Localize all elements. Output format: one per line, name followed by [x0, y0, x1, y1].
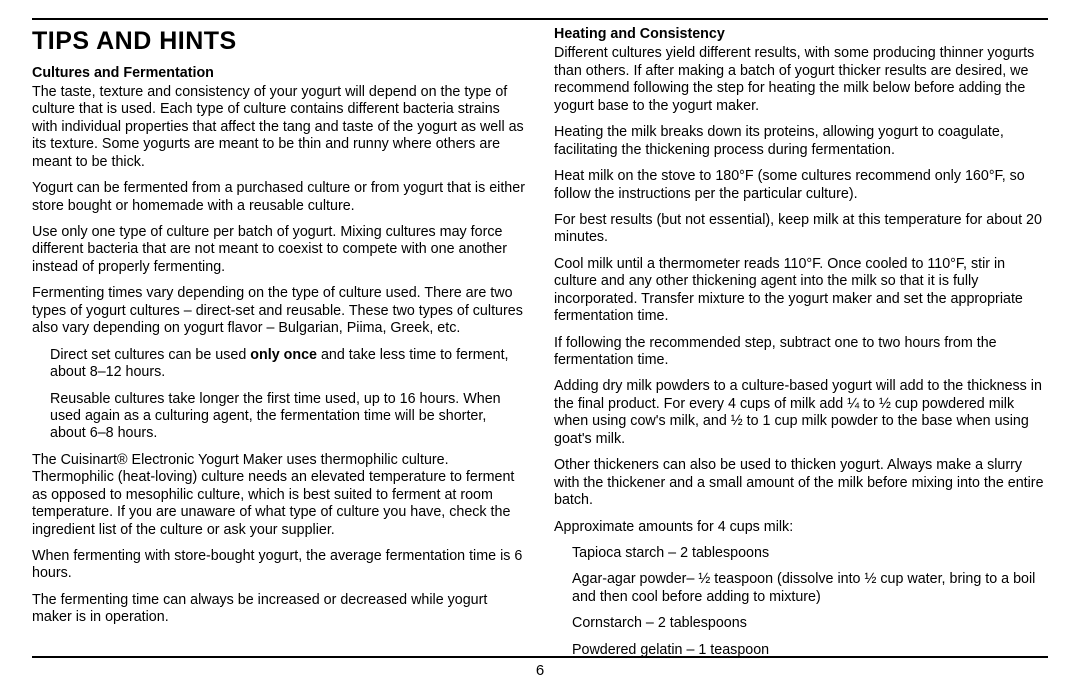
para: Reusable cultures take longer the first … — [50, 391, 526, 443]
para: The taste, texture and consistency of yo… — [32, 84, 526, 171]
bold-text: only once — [250, 347, 317, 363]
subhead-heating: Heating and Consistency — [554, 26, 1048, 43]
para: Yogurt can be fermented from a purchased… — [32, 180, 526, 215]
right-column: Heating and Consistency Different cultur… — [554, 26, 1048, 648]
page-number: 6 — [32, 662, 1048, 679]
list-item: Cornstarch – 2 tablespoons — [572, 615, 1048, 632]
para: Direct set cultures can be used only onc… — [50, 347, 526, 382]
para: Cool milk until a thermometer reads 110°… — [554, 256, 1048, 326]
para: Other thickeners can also be used to thi… — [554, 457, 1048, 509]
para: The fermenting time can always be increa… — [32, 592, 526, 627]
list-item: Tapioca starch – 2 tablespoons — [572, 545, 1048, 562]
para: If following the recommended step, subtr… — [554, 335, 1048, 370]
text: Direct set cultures can be used — [50, 347, 250, 363]
para: Use only one type of culture per batch o… — [32, 224, 526, 276]
para: Approximate amounts for 4 cups milk: — [554, 519, 1048, 536]
thickener-list: Tapioca starch – 2 tablespoons Agar-agar… — [554, 545, 1048, 659]
left-column: Tips And Hints Cultures and Fermentation… — [32, 26, 526, 648]
para: Different cultures yield different resul… — [554, 45, 1048, 115]
para: When fermenting with store-bought yogurt… — [32, 548, 526, 583]
list-item: Agar-agar powder– ½ teaspoon (dissolve i… — [572, 571, 1048, 606]
subhead-cultures: Cultures and Fermentation — [32, 65, 526, 82]
para: For best results (but not essential), ke… — [554, 212, 1048, 247]
indent-block: Direct set cultures can be used only onc… — [32, 347, 526, 443]
para: Fermenting times vary depending on the t… — [32, 285, 526, 337]
para: Heating the milk breaks down its protein… — [554, 124, 1048, 159]
para: The Cuisinart® Electronic Yogurt Maker u… — [32, 452, 526, 539]
page-title: Tips And Hints — [32, 26, 526, 57]
list-item: Powdered gelatin – 1 teaspoon — [572, 642, 1048, 659]
page-content: Tips And Hints Cultures and Fermentation… — [32, 18, 1048, 658]
para: Heat milk on the stove to 180°F (some cu… — [554, 168, 1048, 203]
para: Adding dry milk powders to a culture-bas… — [554, 378, 1048, 448]
